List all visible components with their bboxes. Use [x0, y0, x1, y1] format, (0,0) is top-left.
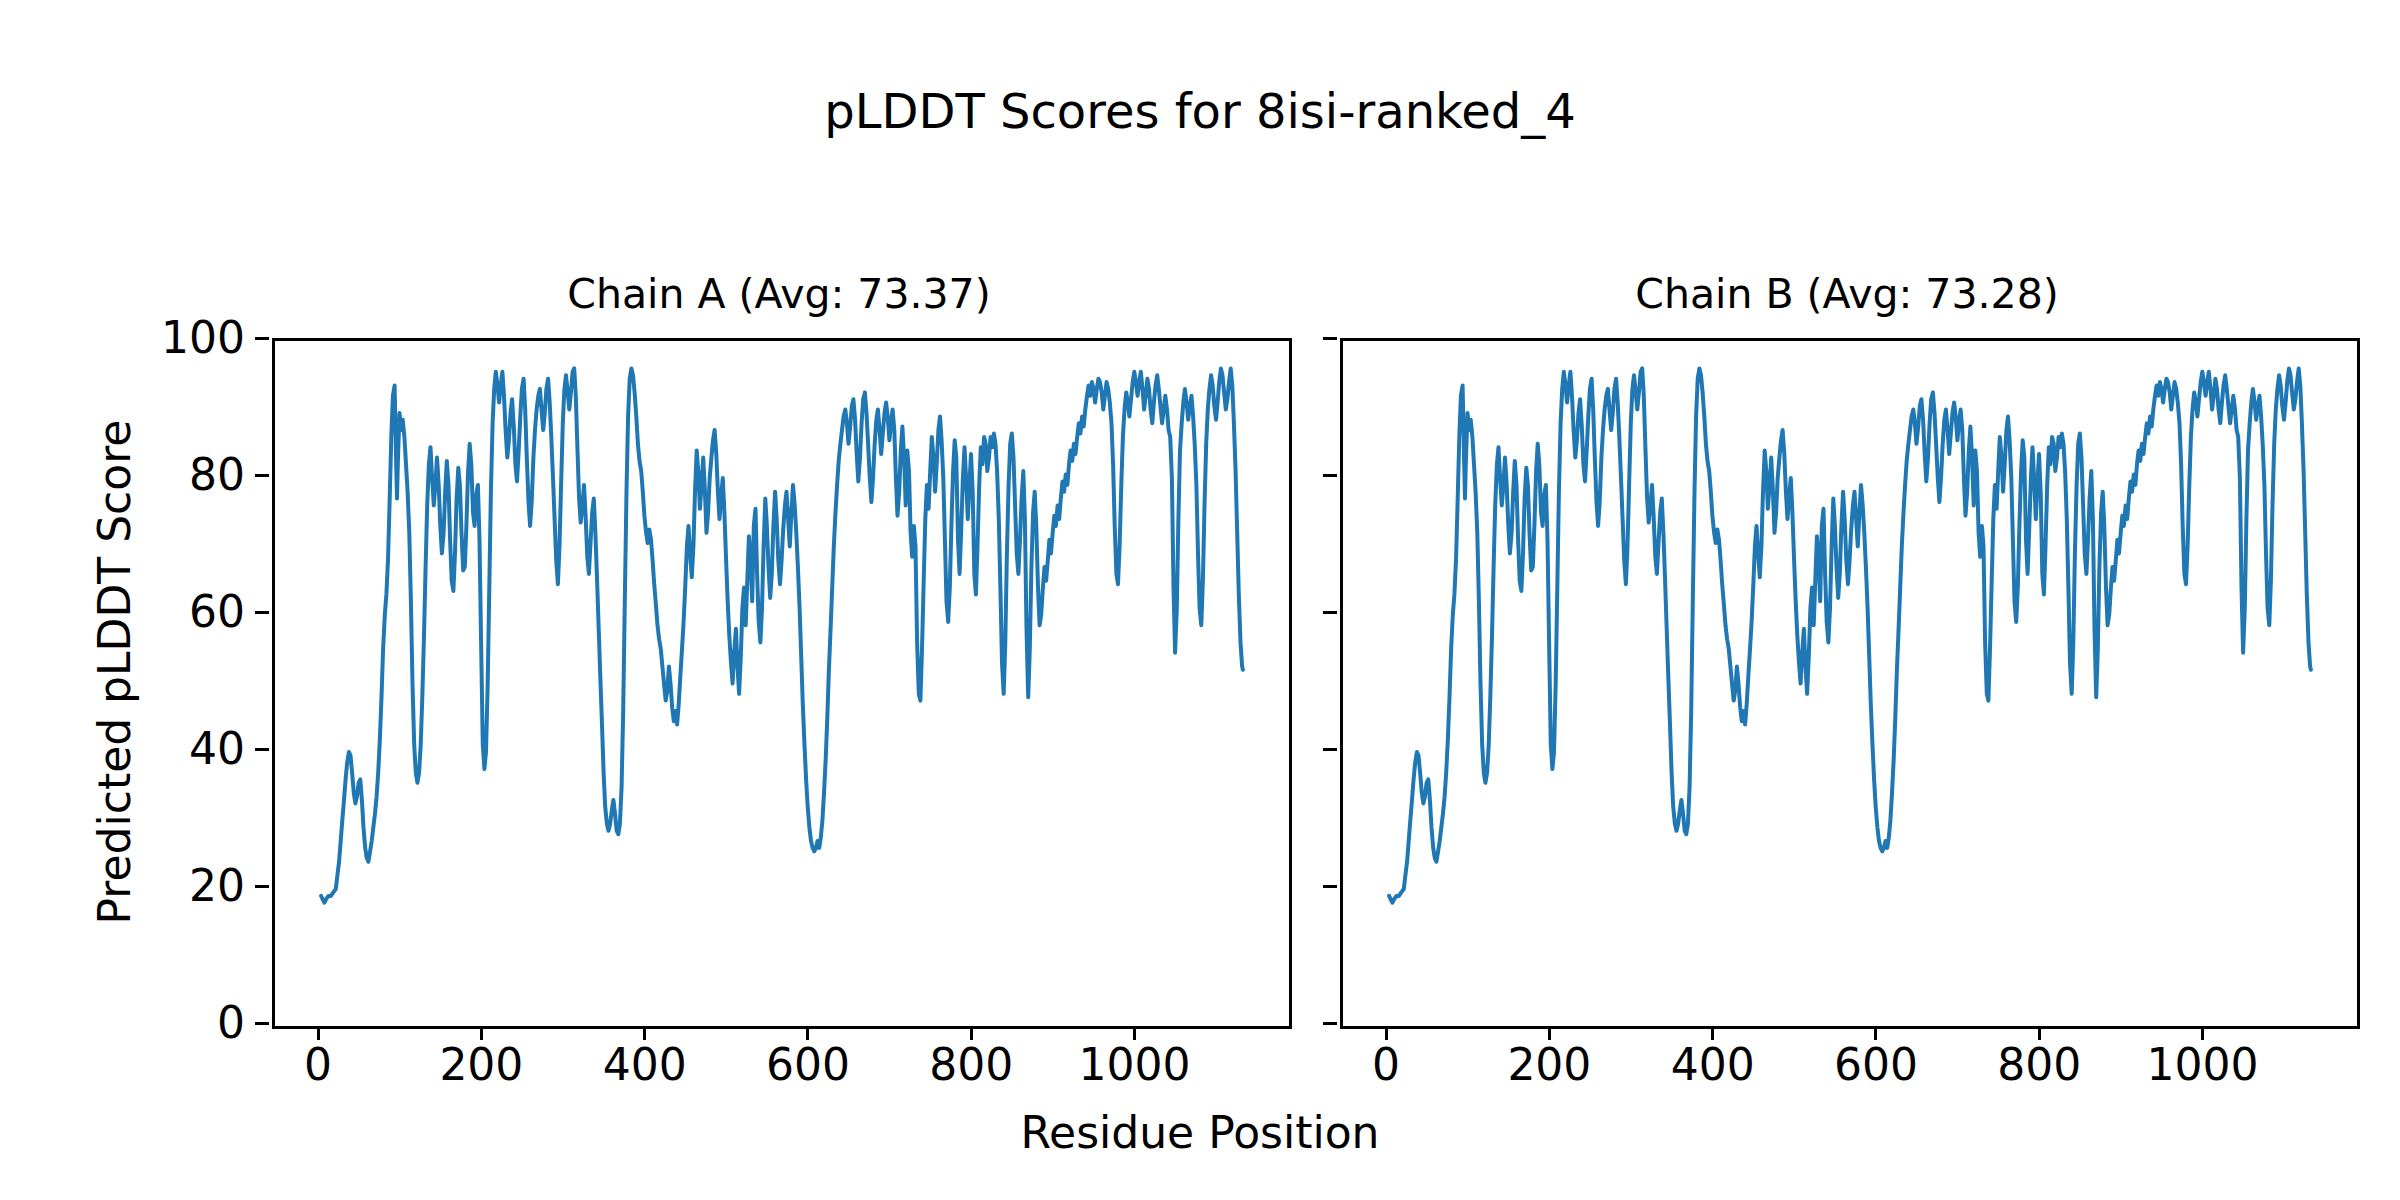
x-tick-label: 200: [391, 1043, 571, 1087]
y-tick-mark: [1323, 1022, 1337, 1025]
y-tick-mark: [1323, 474, 1337, 477]
page-title: pLDDT Scores for 8isi-ranked_4: [0, 87, 2400, 135]
chart-b-title: Chain B (Avg: 73.28): [1340, 274, 2354, 315]
chain-b-line-chart: [1343, 341, 2357, 1026]
x-tick-mark: [1385, 1026, 1388, 1040]
y-tick-label: 100: [45, 316, 245, 360]
x-tick-mark: [480, 1026, 483, 1040]
x-tick-label: 400: [1623, 1043, 1803, 1087]
x-tick-mark: [1711, 1026, 1714, 1040]
y-tick-mark: [1323, 337, 1337, 340]
y-tick-label: 40: [45, 727, 245, 771]
x-tick-mark: [1133, 1026, 1136, 1040]
x-tick-label: 0: [1296, 1043, 1476, 1087]
x-tick-mark: [970, 1026, 973, 1040]
x-tick-label: 1000: [1045, 1043, 1225, 1087]
x-tick-mark: [2038, 1026, 2041, 1040]
figure-canvas: pLDDT Scores for 8isi-ranked_4 Chain A (…: [0, 0, 2400, 1200]
x-tick-mark: [806, 1026, 809, 1040]
x-tick-label: 800: [1949, 1043, 2129, 1087]
chain-a-line-chart: [275, 341, 1289, 1026]
x-tick-mark: [1874, 1026, 1877, 1040]
y-tick-mark: [255, 748, 269, 751]
x-tick-mark: [2201, 1026, 2204, 1040]
y-tick-mark: [255, 611, 269, 614]
x-axis-label: Residue Position: [0, 1111, 2400, 1155]
y-tick-mark: [1323, 748, 1337, 751]
plddt-line-chain-b: [1389, 368, 2311, 902]
y-tick-mark: [255, 337, 269, 340]
x-tick-mark: [643, 1026, 646, 1040]
y-tick-mark: [255, 1022, 269, 1025]
y-tick-mark: [255, 474, 269, 477]
y-tick-mark: [1323, 611, 1337, 614]
x-tick-mark: [317, 1026, 320, 1040]
y-tick-mark: [1323, 885, 1337, 888]
x-tick-label: 400: [555, 1043, 735, 1087]
x-tick-label: 200: [1459, 1043, 1639, 1087]
x-tick-label: 1000: [2113, 1043, 2293, 1087]
x-tick-label: 600: [718, 1043, 898, 1087]
x-tick-label: 0: [228, 1043, 408, 1087]
y-tick-mark: [255, 885, 269, 888]
y-tick-label: 0: [45, 1001, 245, 1045]
y-tick-label: 80: [45, 453, 245, 497]
plddt-line-chain-a: [321, 368, 1243, 902]
y-tick-label: 60: [45, 590, 245, 634]
chart-a-title: Chain A (Avg: 73.37): [272, 274, 1286, 315]
x-tick-label: 800: [881, 1043, 1061, 1087]
x-tick-label: 600: [1786, 1043, 1966, 1087]
chart-chain-a-plot-area: [272, 338, 1292, 1029]
chart-chain-b-plot-area: [1340, 338, 2360, 1029]
x-tick-mark: [1548, 1026, 1551, 1040]
y-tick-label: 20: [45, 864, 245, 908]
